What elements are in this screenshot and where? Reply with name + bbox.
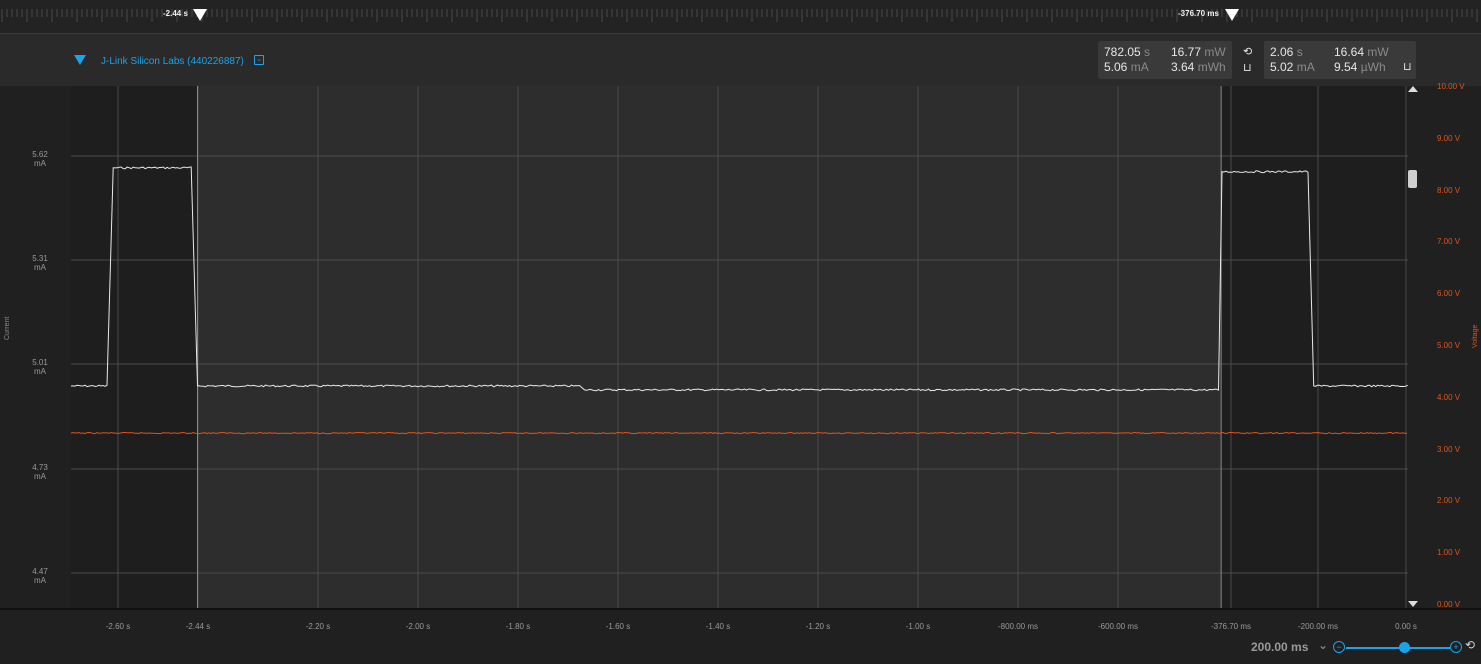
zoom-slider-knob[interactable]: [1398, 642, 1410, 653]
stat-window-energy: 3.64 mWh: [1171, 60, 1226, 74]
stat-selection-current: 5.02 mA: [1270, 60, 1315, 74]
current-tick-value: 4.73: [32, 463, 48, 472]
current-tick-unit: mA: [34, 576, 46, 585]
time-tick-label: -800.00 ms: [997, 622, 1039, 631]
marker-handle-left[interactable]: [193, 9, 207, 21]
voltage-axis: [1418, 86, 1481, 608]
voltage-tick-label: 8.00 V: [1437, 185, 1461, 195]
time-tick-label: 0.00 s: [1395, 622, 1417, 631]
stats-selection-box: 2.06 s 16.64 mW 5.02 mA 9.54 µWh ⊔: [1264, 41, 1416, 79]
current-tick-label: 4.73 mA: [18, 463, 62, 481]
current-tick-label: 5.01 mA: [18, 358, 62, 376]
current-tick-label: 4.47 mA: [18, 567, 62, 585]
export-icon[interactable]: ⊔: [1243, 62, 1252, 74]
stats-window-box: 782.05 s 16.77 mW 5.06 mA 3.64 mWh: [1098, 41, 1232, 79]
plot-area[interactable]: [0, 86, 1481, 608]
series-line-current: [70, 166, 1408, 392]
time-tick-label: -2.00 s: [405, 622, 431, 631]
voltage-tick-label: 10.00 V: [1437, 82, 1465, 91]
scroll-down-icon[interactable]: [1408, 601, 1418, 607]
voltage-tick-label: 7.00 V: [1437, 237, 1461, 247]
chart-header: [0, 34, 1481, 86]
time-tick-label: -1.00 s: [905, 622, 931, 631]
voltage-tick-label: 5.00 V: [1437, 341, 1461, 350]
time-tick-label: -2.60 s: [105, 622, 131, 631]
voltage-tick-label: 6.00 V: [1437, 289, 1461, 299]
stat-window-power: 16.77 mW: [1171, 45, 1226, 59]
time-tick-label: -600.00 ms: [1097, 622, 1139, 631]
current-tick-value: 5.31: [32, 254, 48, 263]
time-tick-label: -1.80 s: [505, 622, 531, 631]
ruler-ticks: [1, 9, 1478, 22]
time-ruler[interactable]: -2.44 s -376.70 ms: [0, 0, 1481, 34]
device-collapse-icon[interactable]: [74, 55, 86, 65]
marker-label-left: -2.44 s: [163, 9, 188, 18]
current-tick-value: 4.47: [32, 567, 48, 576]
time-tick-label: -2.20 s: [305, 622, 331, 631]
voltage-tick-label: 1.00 V: [1437, 548, 1461, 558]
stat-window-current: 5.06 mA: [1104, 60, 1149, 74]
current-tick-unit: mA: [34, 263, 46, 272]
vertical-scrollbar-thumb[interactable]: [1408, 170, 1417, 188]
scroll-up-icon[interactable]: [1408, 86, 1418, 92]
time-tick-label: -376.70 ms: [1210, 622, 1252, 631]
stat-selection-power: 16.64 mW: [1334, 45, 1389, 59]
stat-window-time: 782.05 s: [1104, 45, 1151, 59]
current-axis: [0, 86, 71, 608]
current-tick-value: 5.62: [32, 150, 48, 159]
voltage-tick-label: 9.00 V: [1437, 133, 1461, 143]
voltage-tick-label: 4.00 V: [1437, 392, 1461, 402]
series-line-voltage: [70, 431, 1407, 435]
zoom-reset-icon[interactable]: ⟲: [1465, 638, 1476, 652]
current-tick-value: 5.01: [32, 358, 48, 367]
time-tick-label: -2.44 s: [185, 622, 211, 631]
selection-region: [197, 86, 1222, 608]
zoom-dropdown-icon[interactable]: ⌄: [1318, 638, 1329, 652]
zoom-value[interactable]: 200.00 ms: [1251, 640, 1309, 654]
time-tick-label: -1.40 s: [705, 622, 731, 631]
current-axis-title: Current: [4, 316, 11, 340]
device-name: J-Link Silicon Labs (440226887): [101, 56, 244, 67]
reset-icon[interactable]: ⟲: [1243, 46, 1253, 58]
voltage-tick-label: 3.00 V: [1437, 444, 1461, 454]
marker-handle-right[interactable]: [1225, 9, 1239, 21]
marker-label-right: -376.70 ms: [1178, 9, 1219, 18]
voltage-tick-label: 0.00 V: [1437, 600, 1461, 609]
time-axis: [0, 608, 1481, 664]
export-selection-icon[interactable]: ⊔: [1403, 61, 1412, 73]
zoom-plus-icon[interactable]: +: [1450, 641, 1462, 653]
current-tick-unit: mA: [34, 159, 46, 168]
current-tick-label: 5.62 mA: [18, 150, 62, 168]
current-tick-unit: mA: [34, 367, 46, 376]
stat-selection-time: 2.06 s: [1270, 45, 1303, 59]
zoom-minus-icon[interactable]: −: [1333, 641, 1345, 653]
current-tick-label: 5.31 mA: [18, 254, 62, 272]
time-tick-label: -1.60 s: [605, 622, 631, 631]
stat-selection-energy: 9.54 µWh: [1334, 60, 1386, 74]
voltage-axis-title: Voltage: [1472, 324, 1479, 348]
device-dropdown-icon[interactable]: ⌄: [254, 55, 264, 65]
time-tick-label: -1.20 s: [805, 622, 831, 631]
voltage-tick-label: 2.00 V: [1437, 496, 1461, 506]
time-tick-label: -200.00 ms: [1297, 622, 1339, 631]
current-tick-unit: mA: [34, 472, 46, 481]
zoom-slider[interactable]: [1346, 647, 1450, 649]
